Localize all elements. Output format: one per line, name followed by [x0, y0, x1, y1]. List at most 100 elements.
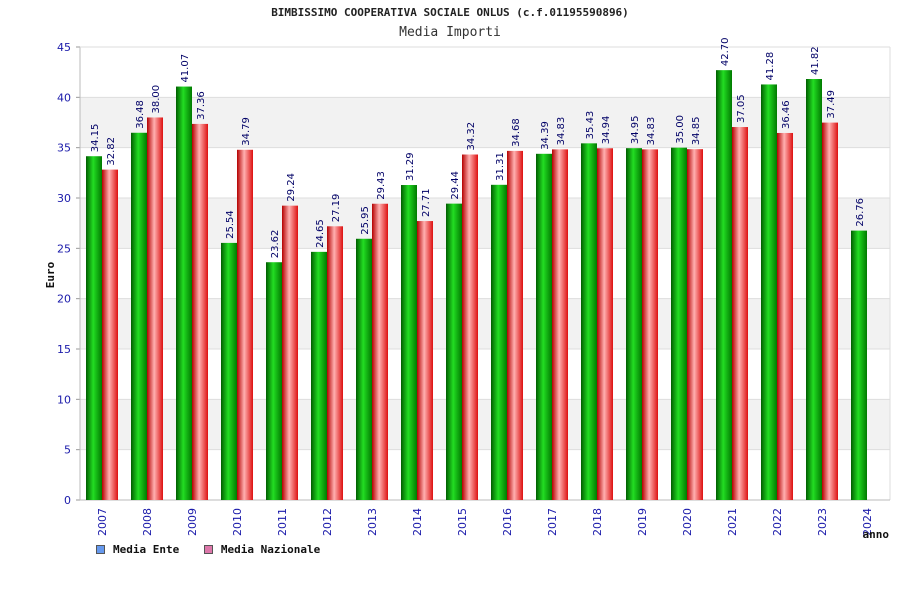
data-label-media-ente-2014: 31.29: [405, 152, 416, 181]
y-tick-label: 15: [57, 343, 71, 356]
bar-media-nazionale-2007: [102, 169, 118, 500]
x-tick-label-2021: 2021: [726, 508, 739, 536]
data-label-media-ente-2012: 24.65: [315, 219, 326, 248]
data-label-media-nazionale-2012: 27.19: [331, 194, 342, 223]
grid-band: [80, 198, 890, 249]
x-tick-label-2012: 2012: [321, 508, 334, 536]
grid-band: [80, 399, 890, 450]
data-label-media-ente-2016: 31.31: [495, 152, 506, 181]
y-axis-title: Euro: [44, 261, 57, 288]
bar-media-ente-2023: [806, 79, 822, 501]
data-label-media-nazionale-2010: 34.79: [241, 117, 252, 146]
bar-media-nazionale-2019: [642, 149, 658, 501]
bar-media-ente-2014: [401, 185, 417, 500]
data-label-media-ente-2009: 41.07: [180, 54, 191, 83]
bar-media-ente-2017: [536, 153, 552, 501]
x-tick-label-2023: 2023: [816, 508, 829, 536]
bar-media-ente-2007: [86, 156, 102, 500]
data-label-media-nazionale-2014: 27.71: [421, 188, 432, 217]
legend-item-media-nazionale: Media Nazionale: [203, 543, 320, 556]
data-label-media-nazionale-2016: 34.68: [511, 118, 522, 147]
data-label-media-nazionale-2013: 29.43: [376, 171, 387, 200]
bar-media-nazionale-2020: [687, 149, 703, 500]
data-label-media-nazionale-2007: 32.82: [106, 137, 117, 166]
bar-media-nazionale-2022: [777, 132, 793, 500]
x-tick-label-2007: 2007: [96, 508, 109, 536]
bar-media-nazionale-2010: [237, 149, 253, 500]
bar-media-nazionale-2016: [507, 150, 523, 500]
bar-media-ente-2013: [356, 238, 372, 500]
bar-media-ente-2008: [131, 132, 147, 500]
data-label-media-ente-2024: 26.76: [855, 198, 866, 227]
y-tick-label: 0: [64, 494, 71, 507]
x-tick-label-2017: 2017: [546, 508, 559, 536]
bar-media-ente-2015: [446, 203, 462, 500]
y-tick-label: 25: [57, 242, 71, 255]
x-tick-label-2020: 2020: [681, 508, 694, 536]
bar-media-nazionale-2015: [462, 154, 478, 500]
bar-media-nazionale-2017: [552, 149, 568, 501]
y-tick-label: 10: [57, 393, 71, 406]
bar-media-nazionale-2023: [822, 122, 838, 500]
grid-band: [80, 298, 890, 349]
data-label-media-nazionale-2022: 36.46: [781, 100, 792, 129]
grid-band: [80, 349, 890, 400]
bar-media-nazionale-2018: [597, 148, 613, 500]
y-tick-label: 45: [57, 41, 71, 54]
data-label-media-ente-2011: 23.62: [270, 230, 281, 259]
data-label-media-ente-2021: 42.70: [720, 38, 731, 67]
legend: Media Ente Media Nazionale: [96, 543, 338, 557]
bar-media-nazionale-2013: [372, 203, 388, 500]
data-label-media-ente-2015: 29.44: [450, 171, 461, 200]
bar-media-ente-2024: [851, 230, 867, 500]
x-tick-label-2019: 2019: [636, 508, 649, 536]
bar-media-ente-2021: [716, 70, 732, 501]
data-label-media-ente-2022: 41.28: [765, 52, 776, 81]
y-tick-label: 30: [57, 192, 71, 205]
data-label-media-ente-2023: 41.82: [810, 46, 821, 75]
x-tick-label-2016: 2016: [501, 508, 514, 536]
bar-media-nazionale-2009: [192, 123, 208, 500]
x-tick-label-2015: 2015: [456, 508, 469, 536]
data-label-media-nazionale-2011: 29.24: [286, 173, 297, 202]
bar-media-ente-2018: [581, 143, 597, 500]
grid-band: [80, 97, 890, 148]
data-label-media-ente-2017: 34.39: [540, 121, 551, 150]
x-tick-label-2022: 2022: [771, 508, 784, 536]
grid-band: [80, 147, 890, 198]
bar-media-ente-2022: [761, 84, 777, 500]
data-label-media-nazionale-2019: 34.83: [646, 117, 657, 146]
grid-band: [80, 449, 890, 500]
data-label-media-nazionale-2015: 34.32: [466, 122, 477, 151]
grid-band: [80, 47, 890, 98]
data-label-media-nazionale-2020: 34.85: [691, 117, 702, 146]
bar-media-ente-2020: [671, 147, 687, 500]
bar-media-ente-2011: [266, 262, 282, 500]
legend-item-media-ente: Media Ente: [96, 543, 179, 556]
data-label-media-ente-2007: 34.15: [90, 124, 101, 153]
y-tick-label: 40: [57, 91, 71, 104]
x-tick-label-2011: 2011: [276, 508, 289, 536]
data-label-media-ente-2010: 25.54: [225, 210, 236, 239]
x-axis-title: anno: [863, 528, 890, 541]
grid-band: [80, 248, 890, 299]
data-label-media-ente-2018: 35.43: [585, 111, 596, 140]
x-tick-label-2010: 2010: [231, 508, 244, 536]
data-label-media-ente-2020: 35.00: [675, 115, 686, 144]
data-label-media-nazionale-2021: 37.05: [736, 94, 747, 123]
legend-label-media-ente: Media Ente: [113, 543, 180, 556]
data-label-media-nazionale-2008: 38.00: [151, 85, 162, 114]
y-tick-label: 5: [64, 444, 71, 457]
bar-media-nazionale-2012: [327, 226, 343, 500]
bar-media-ente-2016: [491, 184, 507, 500]
x-tick-label-2018: 2018: [591, 508, 604, 536]
legend-swatch-media-ente: [96, 545, 105, 554]
chart-subtitle: Media Importi: [399, 25, 501, 40]
data-label-media-ente-2019: 34.95: [630, 116, 641, 145]
bar-media-nazionale-2014: [417, 221, 433, 500]
bar-media-ente-2019: [626, 148, 642, 501]
bar-media-ente-2010: [221, 242, 237, 500]
x-tick-label-2024: 2024: [861, 508, 874, 536]
